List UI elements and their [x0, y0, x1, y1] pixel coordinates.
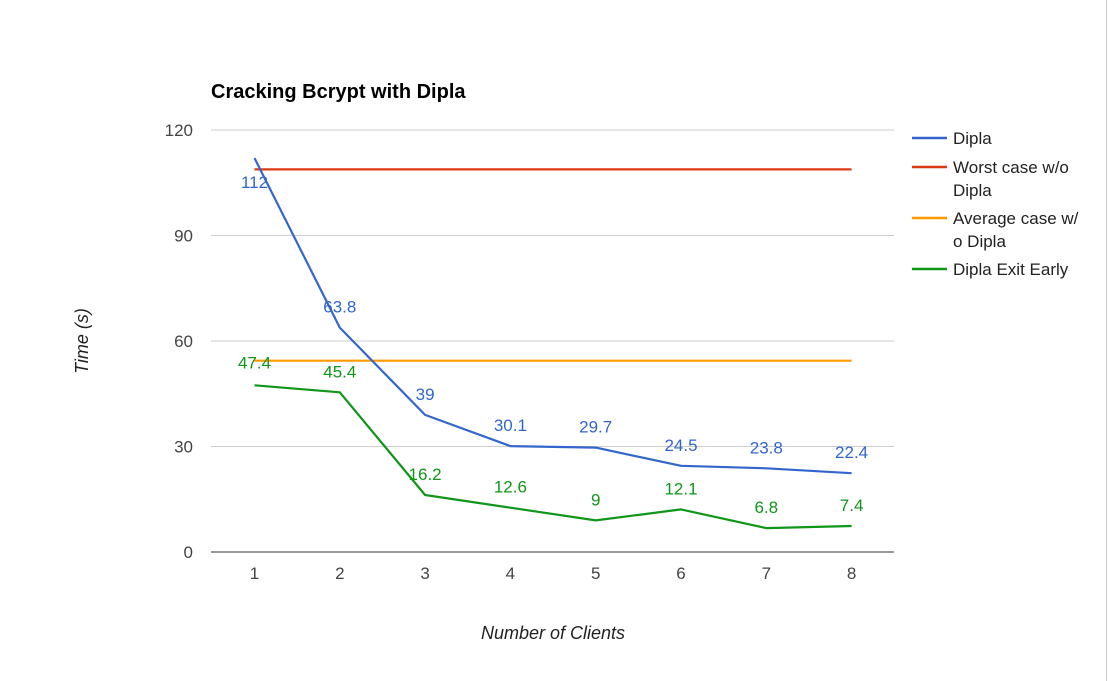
data-label: 23.8: [750, 438, 783, 457]
y-tick-label: 60: [174, 332, 193, 351]
data-label: 47.4: [238, 353, 271, 372]
series-lines: [253, 157, 852, 530]
legend-label: Dipla: [953, 181, 992, 200]
data-label: 63.8: [323, 298, 356, 317]
data-label: 7.4: [840, 496, 864, 515]
x-tick-label: 8: [847, 564, 856, 583]
legend-label: o Dipla: [953, 232, 1006, 251]
data-label: 29.7: [579, 418, 612, 437]
x-axis-title: Number of Clients: [481, 623, 625, 643]
axes: 0 30 60 90 120 1 2 3 4 5 6 7 8: [165, 121, 894, 583]
data-label: 112: [241, 173, 268, 192]
x-tick-label: 4: [506, 564, 515, 583]
y-axis-title: Time (s): [72, 308, 92, 374]
y-tick-label: 90: [174, 227, 193, 246]
data-labels: 112 63.8 39 30.1 29.7 24.5 23.8 22.4 47.4 45.4 16.…: [238, 173, 868, 517]
y-tick-label: 30: [174, 438, 193, 457]
legend-label: Dipla: [953, 129, 992, 148]
data-label: 16.2: [409, 465, 442, 484]
data-label: 39: [416, 385, 435, 404]
x-tick-label: 5: [591, 564, 600, 583]
series-line: [254, 384, 852, 530]
data-label: 6.8: [754, 498, 778, 517]
data-label: 24.5: [664, 436, 697, 455]
x-tick-label: 1: [250, 564, 259, 583]
legend-label: Worst case w/o: [953, 158, 1069, 177]
legend-label: Dipla Exit Early: [953, 260, 1069, 279]
legend-label: Average case w/: [953, 209, 1079, 228]
data-label: 22.4: [835, 443, 868, 462]
data-label: 45.4: [323, 362, 356, 381]
chart-title: Cracking Bcrypt with Dipla: [211, 81, 466, 103]
y-tick-label: 120: [165, 121, 193, 140]
right-edge-divider: [1106, 0, 1107, 681]
legend: Dipla Worst case w/o Dipla Average case w/o…: [912, 129, 1079, 279]
data-label: 12.6: [494, 478, 527, 497]
data-label: 30.1: [494, 416, 527, 435]
data-label: 12.1: [664, 479, 697, 498]
x-tick-label: 7: [762, 564, 771, 583]
x-tick-label: 2: [335, 564, 344, 583]
x-tick-label: 6: [676, 564, 685, 583]
series-line: [253, 157, 852, 475]
y-tick-label: 0: [184, 543, 193, 562]
x-tick-label: 3: [420, 564, 429, 583]
gridlines: [211, 129, 894, 447]
data-label: 9: [591, 490, 600, 509]
